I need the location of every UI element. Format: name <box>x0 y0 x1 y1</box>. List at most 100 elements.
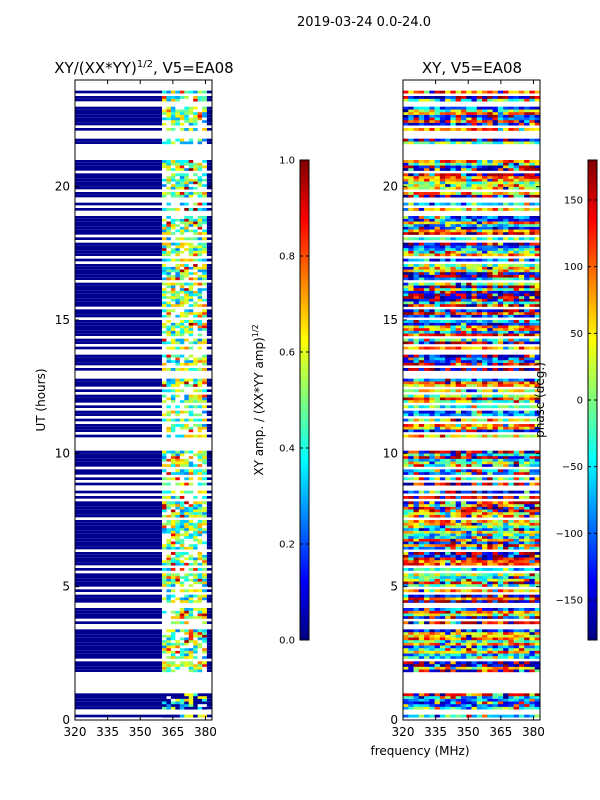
amp-flag-row <box>75 264 162 267</box>
phase-cell <box>534 333 540 337</box>
phase-cell <box>418 354 425 358</box>
phase-cell <box>492 322 499 326</box>
phase-cell <box>445 320 451 323</box>
phase-cell <box>529 645 536 649</box>
phase-cell <box>476 584 483 587</box>
amp-flag-row <box>206 418 212 422</box>
amp-cell <box>197 632 203 635</box>
amp-cell <box>188 176 194 179</box>
phase-cell <box>429 632 435 635</box>
phase-cell <box>497 277 504 281</box>
phase-cell <box>434 397 441 401</box>
phase-cell <box>424 621 430 625</box>
phase-cell <box>482 378 488 382</box>
phase-cell <box>439 322 446 326</box>
amp-cell <box>193 354 198 358</box>
phase-cell <box>513 642 520 646</box>
phase-cell <box>492 285 499 289</box>
phase-cell <box>518 554 525 558</box>
phase-cell <box>403 338 409 342</box>
phase-cell <box>482 514 488 518</box>
phase-cell <box>492 472 499 475</box>
phase-cell <box>529 405 536 409</box>
amp-cell <box>184 597 190 601</box>
phase-cell <box>492 706 499 710</box>
amp-cell <box>179 472 185 475</box>
amp-cell <box>202 568 207 571</box>
amp-colorbar-ticks: 0.00.20.40.60.81.0 <box>279 156 309 647</box>
phase-cell <box>471 597 478 601</box>
amp-cell <box>202 589 207 593</box>
amp-cell <box>188 482 194 486</box>
phase-cell <box>534 381 540 385</box>
amp-cell <box>175 560 181 563</box>
amp-cell <box>170 250 176 254</box>
phase-cell <box>492 632 499 635</box>
phase-cell <box>503 533 509 537</box>
amp-cell <box>161 400 167 403</box>
phase-cell <box>534 458 540 462</box>
phase-cell <box>439 506 446 510</box>
phase-cell <box>534 285 540 289</box>
amp-flag-row <box>75 221 162 224</box>
amp-cell <box>184 264 190 267</box>
phase-cell <box>413 400 420 403</box>
amp-cell <box>193 242 198 246</box>
phase-cell <box>429 461 435 465</box>
phase-cell <box>418 666 425 670</box>
amp-cell <box>166 304 172 307</box>
phase-cell <box>460 464 467 467</box>
phase-cell <box>424 490 430 494</box>
amp-flag-row <box>206 285 212 288</box>
phase-cell <box>466 714 472 718</box>
amp-flag-row <box>75 610 162 614</box>
phase-cell <box>466 464 472 467</box>
amp-cell <box>197 506 203 510</box>
phase-cell <box>524 533 530 537</box>
amp-cell <box>184 573 190 577</box>
phase-cell <box>476 325 483 329</box>
phase-cell <box>529 640 536 643</box>
phase-cell <box>434 554 441 558</box>
phase-cell <box>508 645 514 649</box>
phase-cell <box>482 330 488 334</box>
phase-cell <box>513 656 520 659</box>
phase-cell <box>466 610 472 614</box>
phase-cell <box>413 434 420 438</box>
phase-cell <box>497 704 504 707</box>
amp-cell <box>197 522 203 526</box>
phase-cell <box>529 554 536 558</box>
amp-cell <box>193 216 198 219</box>
phase-cell <box>518 328 525 331</box>
phase-cell <box>518 530 525 534</box>
amp-cell <box>175 357 181 361</box>
phase-cell <box>476 298 483 302</box>
phase-cell <box>508 341 514 345</box>
amp-flag-row <box>75 426 162 430</box>
amp-cell <box>184 706 190 710</box>
phase-cell <box>482 362 488 366</box>
phase-cell <box>403 496 409 499</box>
amp-cell <box>184 546 190 550</box>
phase-cell <box>518 693 525 697</box>
amp-cell <box>202 506 207 510</box>
amp-cell <box>188 346 194 350</box>
amp-cell <box>202 138 207 142</box>
amp-cell <box>193 226 198 230</box>
phase-cell <box>492 362 499 366</box>
amp-cell <box>193 298 198 302</box>
phase-cell <box>466 554 472 558</box>
amp-cell <box>179 594 185 598</box>
phase-cell <box>497 656 504 659</box>
phase-cell <box>408 458 414 462</box>
amp-cell <box>175 248 181 251</box>
phase-cell <box>529 544 536 547</box>
amp-cell <box>193 224 198 227</box>
phase-cell <box>529 394 536 398</box>
phase-cell <box>460 634 467 638</box>
phase-cell <box>471 429 478 433</box>
phase-cell <box>424 413 430 417</box>
phase-cell <box>518 413 525 417</box>
phase-cell <box>487 424 493 427</box>
